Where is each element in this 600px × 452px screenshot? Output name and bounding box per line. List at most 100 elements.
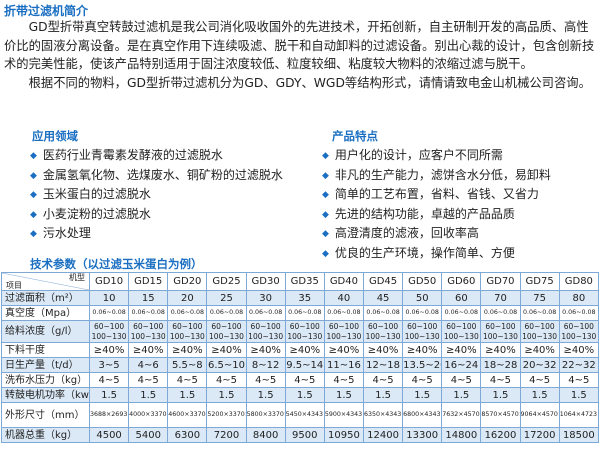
spec-cell: 1064×4723×3570 (558, 402, 600, 428)
row-label: 转鼓电机功率（kw） (1, 387, 90, 403)
spec-cell: 8~12 (245, 357, 286, 373)
list-item: 优良的生产环境，操作简单、方便 (322, 244, 551, 264)
spec-cell: 30 (245, 290, 286, 306)
model-header: GD15 (128, 272, 169, 291)
corner-top: 机型 (69, 273, 85, 283)
spec-cell: 75 (519, 290, 560, 306)
list-item: 玉米蛋白的过滤脱水 (30, 185, 283, 205)
spec-cell: 4~5 (441, 372, 482, 388)
row-label: 外形尺寸（mm） (1, 402, 90, 428)
spec-cell: 5800×3370×2750 (245, 402, 286, 428)
spec-cell: 6.5~10 (206, 357, 247, 373)
spec-cell: 7632×4570×3570 (441, 402, 482, 428)
spec-row: 机器总重（kg） 4500 5400 6300 7200 8400 9500 10950 124… (1, 427, 600, 443)
spec-cell: 60~100 100~130 (206, 320, 247, 343)
spec-cell: 1.5 (323, 387, 364, 403)
spec-cell: 4~5 (519, 372, 560, 388)
list-item: 非凡的生产能力，滤饼含水分低，易卸料 (322, 166, 551, 186)
spec-cell: 6350×4343×3570 (362, 402, 404, 428)
spec-cell: 16~24 (441, 357, 482, 373)
spec-cell: 0.06~0.08 (402, 305, 443, 321)
spec-cell: 60~100 100~130 (402, 320, 443, 343)
spec-cell: 20 (167, 290, 208, 306)
spec-cell: 1.5 (519, 387, 560, 403)
spec-cell: 16200 (480, 427, 521, 443)
spec-cell: ≥40% (480, 342, 521, 358)
spec-cell: 20~32 (519, 357, 560, 373)
features-list: 用户化的设计，应客户不同所需非凡的生产能力，滤饼含水分低，易卸料简单的工艺布置，… (322, 146, 551, 264)
spec-cell: 70 (480, 290, 521, 306)
spec-cell: 1.5 (402, 387, 443, 403)
model-header: GD30 (245, 272, 286, 291)
spec-cell: 4~5 (88, 372, 130, 388)
spec-cell: 3~5 (88, 357, 130, 373)
spec-row: 外形尺寸（mm）3688×2693×19254000×3370×27504600… (1, 402, 600, 428)
model-header: GD60 (441, 272, 482, 291)
spec-cell: 9064×4570×3570 (519, 402, 560, 428)
spec-cell: 8570×4570×3570 (480, 402, 521, 428)
model-header: GD75 (519, 272, 560, 291)
spec-cell: ≥40% (558, 342, 600, 358)
spec-row: 转鼓电机功率（kw）1.51.51.51.51.51.51.51.51.51.5… (1, 387, 600, 403)
spec-row: 给料浓度（g/l） 60~100 100~130 60~100 100~130 60~… (1, 320, 600, 343)
spec-cell: 60 (441, 290, 482, 306)
row-label: 机器总重（kg） (1, 427, 90, 443)
row-label: 下料干度 (1, 342, 90, 358)
list-item: 小麦淀粉的过滤脱水 (30, 205, 283, 225)
spec-row: 洗布水压力（kg） 4~5 4~5 4~5 4~5 4~5 4~5 4~5 4~5 4~5 4~5 4… (1, 372, 600, 388)
row-label: 洗布水压力（kg） (1, 372, 90, 388)
spec-cell: 45 (362, 290, 404, 306)
spec-cell: 0.06~0.08 (167, 305, 208, 321)
spec-cell: 0.06~0.08 (558, 305, 600, 321)
spec-cell: 9.5~14 (284, 357, 325, 373)
paragraph: 根据不同的物料，GD型折带过滤机分为GD、GDY、WGD等结构形式，请情请致电金… (28, 75, 591, 90)
spec-cell: 8400 (245, 427, 286, 443)
list-item: 高澄清度的滤液，回收率高 (322, 224, 551, 244)
spec-cell: ≥40% (402, 342, 443, 358)
spec-cell: 1.5 (88, 387, 130, 403)
model-header: GD10 (88, 272, 130, 291)
spec-row: 日生产量（t/d） 3~5 4~6 5.5~8 6.5~10 8~12 9.5~14 11~1… (1, 357, 600, 373)
corner-cell: 机型 项目 (1, 272, 90, 291)
model-header: GD25 (206, 272, 247, 291)
spec-cell: 0.06~0.08 (323, 305, 364, 321)
spec-cell: 9500 (284, 427, 325, 443)
spec-cell: 5400 (128, 427, 169, 443)
list-item: 用户化的设计，应客户不同所需 (322, 146, 551, 166)
intro-title: 折带过滤机简介 (4, 4, 89, 18)
spec-cell: 0.06~0.08 (519, 305, 560, 321)
spec-cell: 0.06~0.08 (88, 305, 130, 321)
model-header: GD40 (323, 272, 364, 291)
section-title: 产品特点 (332, 129, 378, 143)
spec-cell: 4~5 (558, 372, 600, 388)
model-header: GD20 (167, 272, 208, 291)
spec-cell: 5450×4343×3570 (284, 402, 325, 428)
spec-cell: 4500 (88, 427, 130, 443)
spec-cell: 1.5 (167, 387, 208, 403)
row-label: 日生产量（t/d） (1, 357, 90, 373)
row-label: 给料浓度（g/l） (1, 320, 90, 343)
spec-row: 下料干度 ≥40% ≥40% ≥40% ≥40% ≥40% ≥40% ≥40% ≥40% ≥40%… (1, 342, 600, 358)
spec-cell: ≥40% (323, 342, 364, 358)
spec-cell: 60~100 100~130 (88, 320, 130, 343)
spec-cell: 1.5 (245, 387, 286, 403)
spec-cell: 60~100 100~130 (323, 320, 364, 343)
spec-cell: 10 (88, 290, 130, 306)
model-header: GD35 (284, 272, 325, 291)
spec-cell: 5.5~8 (167, 357, 208, 373)
spec-cell: 4~5 (323, 372, 364, 388)
spec-cell: 60~100 100~130 (362, 320, 404, 343)
spec-cell: 4~5 (402, 372, 443, 388)
spec-cell: 0.06~0.08 (284, 305, 325, 321)
list-item: 污水处理 (30, 224, 283, 244)
model-header: GD45 (362, 272, 404, 291)
spec-cell: 4~5 (362, 372, 404, 388)
spec-cell: 4~5 (206, 372, 247, 388)
spec-cell: 17200 (519, 427, 560, 443)
spec-cell: 22~32 (558, 357, 600, 373)
spec-cell: 1.5 (284, 387, 325, 403)
spec-cell: 60~100 100~130 (128, 320, 169, 343)
spec-cell: 12400 (362, 427, 404, 443)
row-label: 真空度（Mpa） (1, 305, 90, 321)
